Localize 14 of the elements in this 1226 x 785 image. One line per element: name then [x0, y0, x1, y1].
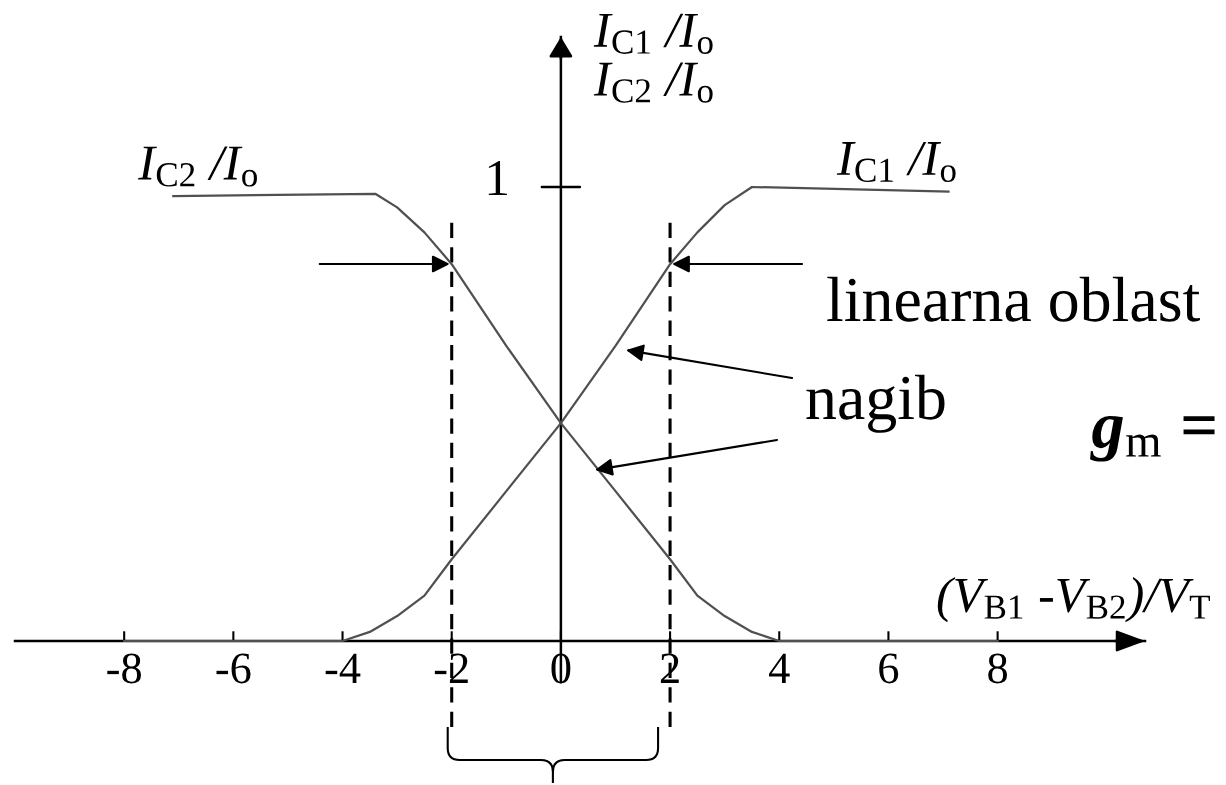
annotation: 1: [488, 161, 507, 195]
series-label: I$_{C1}$ /I$_{o}$: [836, 141, 956, 183]
annotation: linearna oblast: [827, 276, 1200, 322]
x-tick-label: 8: [988, 653, 1008, 684]
x-tick-label: 4: [769, 653, 790, 683]
x-tick-label: 6: [879, 653, 899, 684]
series-label: I$_{C2}$ /I$_{o}$: [138, 146, 257, 187]
annotation: nagib: [806, 374, 945, 433]
annotation: g$_{m}$ =: [1090, 416, 1215, 462]
x-axis-title: (V$_{B1}$ -V$_{B2}$)/V$_{T}$: [937, 577, 1210, 623]
x-tick-label: -4: [325, 653, 361, 683]
x-tick-label: -8: [107, 653, 141, 684]
x-tick-label: -6: [216, 653, 251, 684]
text: I$_{C1}$ /I$_{o}$ I$_{C2}$ /I$_{o}$: [593, 13, 713, 103]
